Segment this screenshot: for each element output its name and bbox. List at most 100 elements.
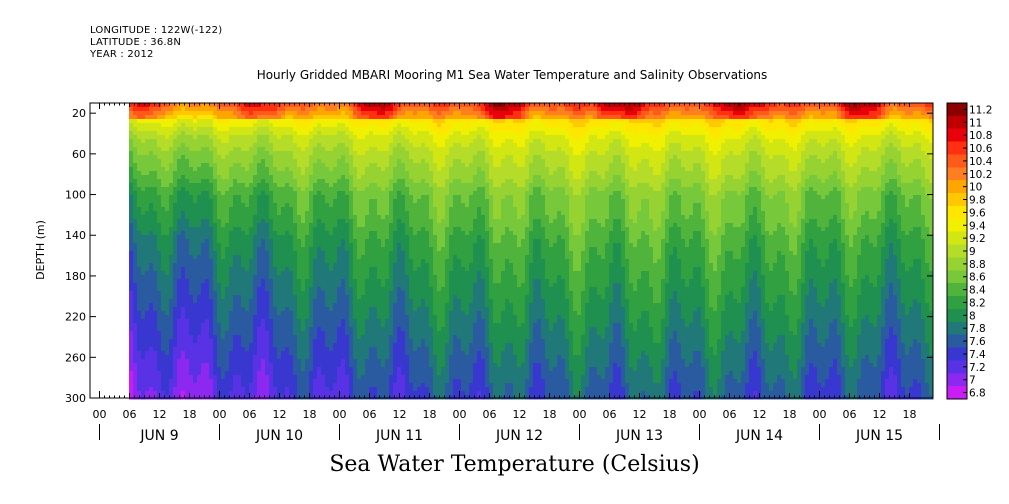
heat-cell bbox=[377, 371, 382, 376]
heat-cell bbox=[177, 335, 182, 340]
heat-cell bbox=[213, 275, 218, 280]
heat-cell bbox=[169, 127, 174, 132]
heat-cell bbox=[225, 235, 230, 240]
heat-cell bbox=[289, 139, 294, 144]
heat-cell bbox=[181, 163, 186, 168]
heat-cell bbox=[341, 119, 346, 124]
heat-cell bbox=[153, 191, 158, 196]
heat-cell bbox=[249, 299, 254, 304]
heat-cell bbox=[381, 275, 386, 280]
heat-cell bbox=[341, 151, 346, 156]
heat-cell bbox=[393, 219, 398, 224]
heat-cell bbox=[365, 211, 370, 216]
heat-cell bbox=[381, 131, 386, 136]
heat-cell bbox=[357, 211, 362, 216]
heat-cell bbox=[349, 383, 354, 388]
heat-cell bbox=[161, 339, 166, 344]
heat-cell bbox=[269, 367, 274, 372]
heat-cell bbox=[129, 307, 134, 312]
heat-cell bbox=[233, 379, 238, 384]
heat-cell bbox=[165, 259, 170, 264]
heat-cell bbox=[197, 175, 202, 180]
heat-cell bbox=[333, 143, 338, 148]
heat-cell bbox=[381, 271, 386, 276]
heat-cell bbox=[393, 295, 398, 300]
heat-cell bbox=[169, 287, 174, 292]
heat-cell bbox=[361, 339, 366, 344]
heat-cell bbox=[365, 239, 370, 244]
heat-cell bbox=[241, 367, 246, 372]
heat-cell bbox=[241, 247, 246, 252]
heat-cell bbox=[281, 307, 286, 312]
heat-cell bbox=[153, 227, 158, 232]
heat-cell bbox=[301, 287, 306, 292]
heat-cell bbox=[349, 143, 354, 148]
heat-cell bbox=[225, 211, 230, 216]
heat-cell bbox=[229, 159, 234, 164]
heat-cell bbox=[345, 343, 350, 348]
heat-cell bbox=[393, 131, 398, 136]
heat-cell bbox=[269, 319, 274, 324]
heat-cell bbox=[237, 247, 242, 252]
heat-cell bbox=[193, 243, 198, 248]
heat-cell bbox=[305, 215, 310, 220]
heat-cell bbox=[181, 335, 186, 340]
heat-cell bbox=[257, 351, 262, 356]
heat-cell bbox=[141, 167, 146, 172]
heat-cell bbox=[265, 335, 270, 340]
heat-cell bbox=[369, 231, 374, 236]
heat-cell bbox=[349, 379, 354, 384]
heat-cell bbox=[217, 243, 222, 248]
heat-cell bbox=[277, 299, 282, 304]
heat-cell bbox=[377, 335, 382, 340]
heat-cell bbox=[213, 311, 218, 316]
heat-cell bbox=[257, 343, 262, 348]
heat-cell bbox=[377, 347, 382, 352]
heat-cell bbox=[397, 243, 402, 248]
heat-cell bbox=[157, 131, 162, 136]
heat-cell bbox=[241, 183, 246, 188]
heat-cell bbox=[233, 283, 238, 288]
heat-cell bbox=[153, 151, 158, 156]
heat-cell bbox=[365, 207, 370, 212]
heat-cell bbox=[245, 231, 250, 236]
heat-cell bbox=[337, 339, 342, 344]
heat-cell bbox=[353, 211, 358, 216]
heat-cell bbox=[221, 135, 226, 140]
heat-cell bbox=[309, 179, 314, 184]
heat-cell bbox=[249, 339, 254, 344]
heat-cell bbox=[141, 331, 146, 336]
heat-cell bbox=[397, 211, 402, 216]
heat-cell bbox=[389, 323, 394, 328]
heat-cell bbox=[321, 143, 326, 148]
heat-cell bbox=[377, 379, 382, 384]
heat-cell bbox=[377, 307, 382, 312]
heat-cell bbox=[165, 215, 170, 220]
heat-cell bbox=[301, 295, 306, 300]
heat-cell bbox=[237, 239, 242, 244]
heat-cell bbox=[165, 295, 170, 300]
heat-cell bbox=[225, 367, 230, 372]
heat-cell bbox=[265, 339, 270, 344]
heat-cell bbox=[233, 327, 238, 332]
heat-cell bbox=[357, 351, 362, 356]
heat-cell bbox=[309, 283, 314, 288]
heat-cell bbox=[261, 291, 266, 296]
heat-cell bbox=[137, 215, 142, 220]
heat-cell bbox=[233, 119, 238, 124]
heat-cell bbox=[233, 255, 238, 260]
heat-cell bbox=[169, 371, 174, 376]
heat-cell bbox=[297, 227, 302, 232]
heat-cell bbox=[149, 167, 154, 172]
heat-cell bbox=[193, 351, 198, 356]
heat-cell bbox=[133, 171, 138, 176]
heat-cell bbox=[389, 263, 394, 268]
heat-cell bbox=[193, 355, 198, 360]
heat-cell bbox=[217, 111, 222, 116]
heat-cell bbox=[221, 115, 226, 120]
heat-cell bbox=[261, 123, 266, 128]
heat-cell bbox=[329, 291, 334, 296]
heat-cell bbox=[329, 355, 334, 360]
heat-cell bbox=[217, 311, 222, 316]
heat-cell bbox=[237, 163, 242, 168]
